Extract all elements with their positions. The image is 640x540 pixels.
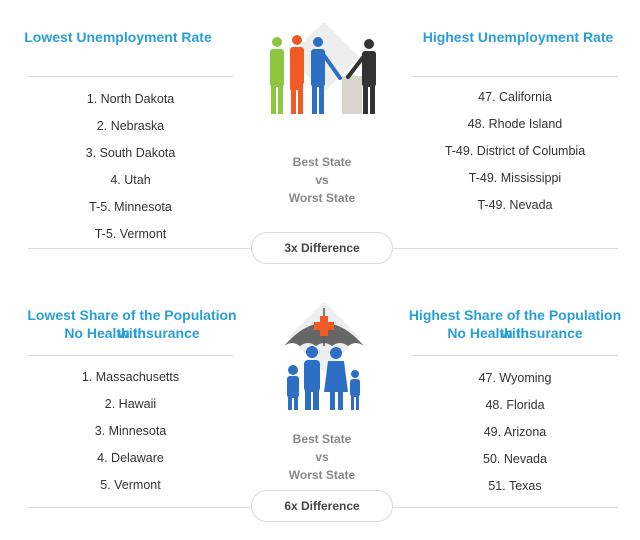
list-item: 5. Vermont <box>100 478 161 492</box>
section1-left-top-rule <box>28 76 233 77</box>
list-item: 1. North Dakota <box>86 92 175 106</box>
list-item: T-49. District of Columbia <box>444 144 586 158</box>
section2-right-title-line1: Highest Share of the Population with <box>408 307 622 341</box>
section2-left-title-line1: Lowest Share of the Population with <box>27 307 237 341</box>
section1-left-title: Lowest Unemployment Rate <box>24 29 212 45</box>
list-item: 2. Hawaii <box>104 397 157 411</box>
list-item: 1. Massachusetts <box>81 370 180 384</box>
section2-center-line1: Best State <box>292 432 352 446</box>
section2-center-line3: Worst State <box>288 468 356 482</box>
list-item: 50. Nevada <box>483 452 547 466</box>
section1-right-title: Highest Unemployment Rate <box>422 29 614 45</box>
list-item: 47. California <box>478 90 552 104</box>
list-item: 51. Texas <box>488 479 542 493</box>
list-item: 3. South Dakota <box>85 146 176 160</box>
section2-right-bottom-rule <box>392 507 618 508</box>
section1-right-bottom-rule <box>392 248 618 249</box>
list-item: 49. Arizona <box>483 425 547 439</box>
list-item: 3. Minnesota <box>94 424 167 438</box>
section1-center-line3: Worst State <box>288 191 356 205</box>
people-handshake-icon <box>262 20 382 132</box>
section2-right-title-line2: No Health Insurance <box>447 325 583 341</box>
section1-center-line2: vs <box>315 173 329 187</box>
section1-right-top-rule <box>412 76 618 77</box>
list-item: 47. Wyoming <box>478 371 552 385</box>
section2-difference-badge: 6x Difference <box>251 490 393 522</box>
list-item: T-5. Vermont <box>94 227 167 241</box>
list-item: 4. Utah <box>110 173 151 187</box>
section2-left-list: 1. Massachusetts 2. Hawaii 3. Minnesota 4. … <box>28 364 233 499</box>
list-item: 4. Delaware <box>97 451 164 465</box>
list-item: T-49. Nevada <box>477 198 553 212</box>
section1-difference-badge: 3x Difference <box>251 232 393 264</box>
list-item: T-49. Mississippi <box>468 171 562 185</box>
section2-left-title-line2: No Health Insurance <box>64 325 200 341</box>
list-item: 48. Rhode Island <box>467 117 563 131</box>
list-item: T-5. Minnesota <box>89 200 172 214</box>
list-item: 2. Nebraska <box>96 119 165 133</box>
section1-left-bottom-rule <box>28 248 250 249</box>
section2-right-list: 47. Wyoming 48. Florida 49. Arizona 50. Nev… <box>412 365 618 500</box>
section1-right-list: 47. California 48. Rhode Island T-49. Dist… <box>412 84 618 219</box>
section2-left-bottom-rule <box>28 507 250 508</box>
section1-center-line1: Best State <box>292 155 352 169</box>
section2-center-line2: vs <box>315 450 329 464</box>
family-umbrella-icon <box>262 298 382 416</box>
section2-right-top-rule <box>412 355 618 356</box>
section2-left-top-rule <box>28 355 233 356</box>
list-item: 48. Florida <box>485 398 545 412</box>
section1-left-list: 1. North Dakota 2. Nebraska 3. South Dakot… <box>28 86 233 248</box>
